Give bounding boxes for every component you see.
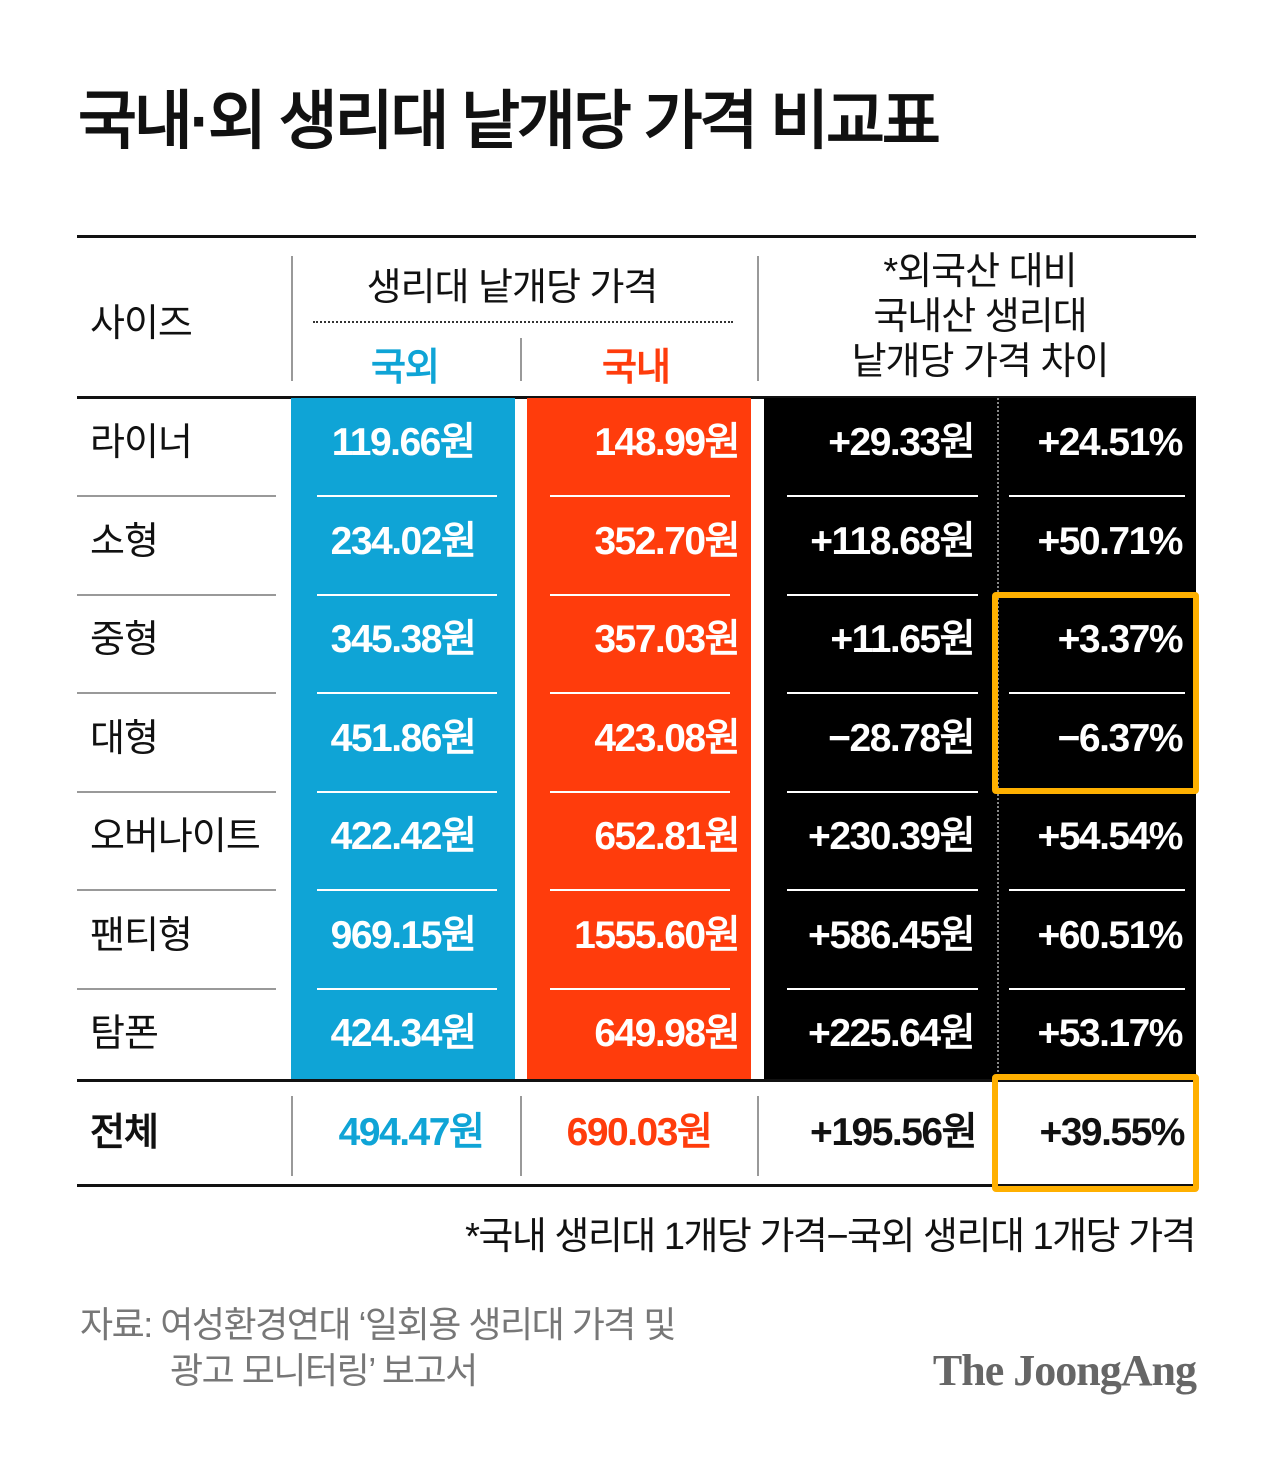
header-dotted-divider — [313, 321, 733, 323]
row-separator — [550, 889, 730, 891]
foreign-price: 234.02원 — [330, 519, 477, 563]
diff-percent: +53.17% — [1037, 1012, 1183, 1055]
table-bottom-rule — [77, 1184, 1196, 1187]
row-separator — [550, 495, 730, 497]
header-domestic: 국내 — [602, 347, 671, 389]
header-bottom-rule — [77, 396, 1196, 399]
row-separator — [787, 692, 978, 694]
diff-dotted-divider — [997, 398, 999, 1080]
header-foreign: 국외 — [371, 347, 440, 389]
diff-column — [764, 398, 1196, 1080]
diff-amount: +118.68원 — [810, 519, 975, 563]
foreign-price: 345.38원 — [330, 618, 477, 661]
total-divider — [291, 1096, 293, 1176]
diff-amount: +586.45원 — [808, 913, 975, 957]
diff-percent: +54.54% — [1037, 815, 1183, 858]
header-diff: *외국산 대비 국내산 생리대 낱개당 가격 차이 — [770, 250, 1190, 385]
header-diff-line: 낱개당 가격 차이 — [851, 341, 1110, 383]
row-separator — [550, 593, 730, 596]
row-separator — [1009, 495, 1185, 497]
row-separator — [787, 987, 978, 990]
row-separator — [787, 495, 978, 497]
foreign-price: 119.66원 — [331, 421, 476, 464]
row-separator — [317, 987, 497, 990]
row-separator — [77, 593, 276, 596]
domestic-price: 148.99원 — [594, 421, 740, 464]
diff-amount: +11.65원 — [830, 618, 975, 661]
highlight-box — [992, 1074, 1199, 1192]
diff-amount: +29.33원 — [828, 421, 975, 464]
logo: The JoongAng — [932, 1346, 1197, 1395]
diff-percent: +50.71% — [1037, 519, 1183, 563]
total-divider — [757, 1096, 759, 1176]
diff-percent: +3.37% — [1057, 618, 1184, 661]
domestic-price: 1555.60원 — [574, 913, 740, 957]
row-separator — [787, 593, 978, 596]
foreign-price: 451.86원 — [330, 716, 477, 760]
header-diff-line: 국내산 생리대 — [873, 296, 1087, 338]
diff-percent: +24.51% — [1037, 421, 1183, 464]
row-separator — [550, 692, 730, 694]
row-separator — [1009, 889, 1185, 891]
header-diff-line: *외국산 대비 — [883, 251, 1077, 293]
row-separator — [787, 889, 978, 891]
total-label: 전체 — [90, 1112, 159, 1154]
row-size-label: 오버나이트 — [90, 816, 261, 858]
row-separator — [317, 790, 497, 793]
header-size: 사이즈 — [90, 303, 193, 345]
row-size-label: 라이너 — [90, 422, 193, 464]
total-foreign: 494.47원 — [338, 1111, 485, 1154]
diff-amount: +230.39원 — [808, 815, 975, 858]
highlight-box — [992, 592, 1199, 794]
row-size-label: 탐폰 — [90, 1013, 159, 1055]
domestic-price: 357.03원 — [594, 618, 740, 661]
domestic-price: 649.98원 — [594, 1012, 740, 1055]
row-size-label: 중형 — [90, 619, 159, 661]
source: 자료: 여성환경연대 ‘일회용 생리대 가격 및 광고 모니터링’ 보고서 — [80, 1302, 677, 1394]
row-separator — [787, 790, 978, 793]
row-separator — [1009, 987, 1185, 990]
row-separator — [317, 889, 497, 891]
domestic-price: 352.70원 — [594, 519, 740, 563]
row-size-label: 대형 — [90, 717, 159, 760]
diff-amount: +225.64원 — [808, 1012, 975, 1055]
foreign-column — [291, 398, 515, 1080]
total-domestic: 690.03원 — [566, 1111, 713, 1154]
row-size-label: 팬티형 — [90, 914, 193, 957]
total-divider — [520, 1096, 522, 1176]
domestic-price: 423.08원 — [594, 716, 740, 760]
source-line: 광고 모니터링’ 보고서 — [170, 1350, 478, 1391]
row-separator — [550, 790, 730, 793]
row-separator — [77, 889, 276, 891]
header-divider — [520, 338, 522, 381]
row-size-label: 소형 — [90, 520, 159, 563]
foreign-price: 422.42원 — [330, 815, 477, 858]
row-separator — [317, 593, 497, 596]
row-separator — [77, 692, 276, 694]
row-separator — [77, 495, 276, 497]
row-separator — [77, 790, 276, 793]
total-top-rule — [77, 1079, 1196, 1082]
header-price-group: 생리대 낱개당 가격 — [366, 267, 659, 309]
diff-percent: +60.51% — [1037, 913, 1183, 957]
header-divider — [757, 256, 759, 381]
row-separator — [317, 692, 497, 694]
foreign-price: 969.15원 — [330, 913, 477, 957]
row-separator — [550, 987, 730, 990]
diff-amount: −28.78원 — [828, 716, 975, 760]
total-pct: +39.55% — [1039, 1111, 1185, 1154]
diff-percent: −6.37% — [1057, 716, 1184, 760]
page-title: 국내·외 생리대 낱개당 가격 비교표 — [78, 85, 941, 157]
row-separator — [1009, 692, 1185, 694]
foreign-price: 424.34원 — [330, 1012, 477, 1055]
table-top-rule — [77, 235, 1196, 238]
row-separator — [317, 495, 497, 497]
domestic-column — [527, 398, 751, 1080]
total-diff: +195.56원 — [810, 1111, 977, 1154]
domestic-price: 652.81원 — [594, 815, 740, 858]
footnote: *국내 생리대 1개당 가격−국외 생리대 1개당 가격 — [465, 1216, 1196, 1258]
source-line: 자료: 여성환경연대 ‘일회용 생리대 가격 및 — [80, 1304, 677, 1345]
header-divider — [291, 256, 293, 381]
row-separator — [77, 987, 276, 990]
